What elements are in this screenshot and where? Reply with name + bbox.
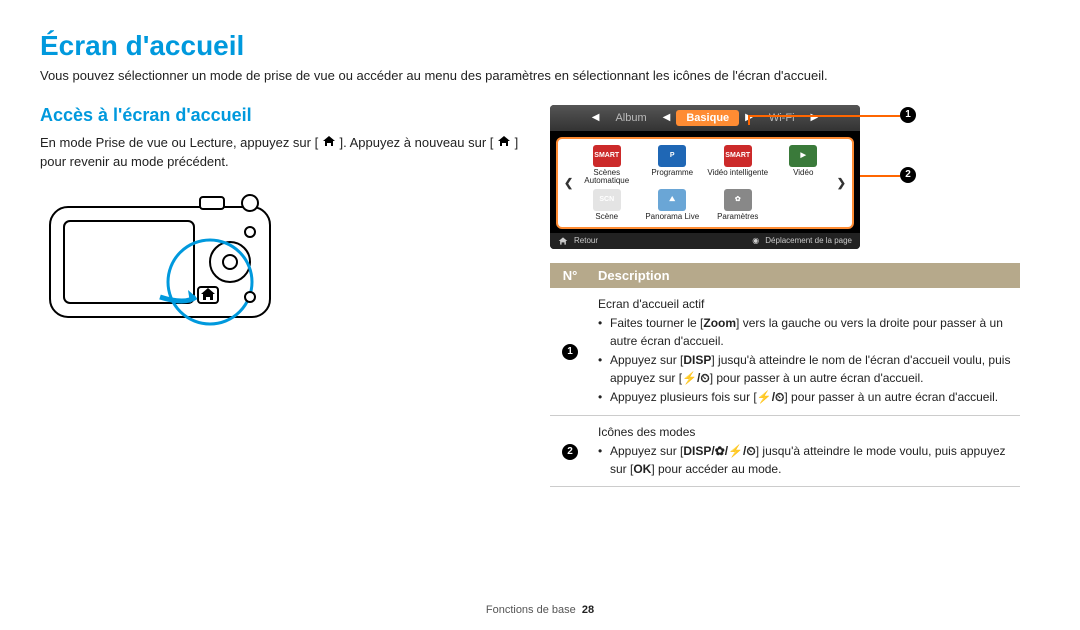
- body-mid: ]. Appuyez à nouveau sur [: [339, 135, 493, 150]
- row1-bullet-3: Appuyez plusieurs fois sur [⚡/⏲] pour pa…: [598, 389, 1012, 407]
- row1-title: Ecran d'accueil actif: [598, 296, 1012, 313]
- mode-item[interactable]: SCN Scène: [576, 189, 638, 221]
- home-icon: [558, 236, 568, 246]
- mode-icon: SMART: [724, 145, 752, 167]
- page-footer: Fonctions de base 28: [0, 604, 1080, 616]
- row2-title: Icônes des modes: [598, 424, 1012, 441]
- footer-page-number: 28: [582, 604, 594, 616]
- chevron-left-icon[interactable]: ❮: [564, 176, 573, 189]
- row1-bullet-1: Faites tourner le [Zoom] vers la gauche …: [598, 315, 1012, 350]
- flash-timer-icon: ⚡/⏲: [682, 370, 710, 387]
- table-header-n: N°: [550, 263, 590, 288]
- screenshot-wrap: 1 2 ◀ Album ◀ Basique ▶ Wi-Fi ▶ ❮ ❯: [550, 105, 1020, 249]
- home-screen: ◀ Album ◀ Basique ▶ Wi-Fi ▶ ❮ ❯ SMART Scè…: [550, 105, 860, 249]
- mode-icon: SCN: [593, 189, 621, 211]
- section-body: En mode Prise de vue ou Lecture, appuyez…: [40, 134, 520, 171]
- bottom-right-label: Déplacement de la page: [765, 237, 852, 245]
- screen-bottom-bar: Retour ◉ Déplacement de la page: [550, 233, 860, 249]
- mode-icon: ▶: [789, 145, 817, 167]
- section-title: Accès à l'écran d'accueil: [40, 105, 520, 126]
- body-prefix: En mode Prise de vue ou Lecture, appuyez…: [40, 135, 318, 150]
- mode-item[interactable]: P Programme: [642, 145, 704, 185]
- tab-bar: ◀ Album ◀ Basique ▶ Wi-Fi ▶: [550, 105, 860, 131]
- table-row: 1 Ecran d'accueil actif Faites tourner l…: [550, 288, 1020, 415]
- mode-label: Scène: [576, 213, 638, 221]
- mode-icon: ⛰: [658, 189, 686, 211]
- page-title: Écran d'accueil: [40, 30, 1040, 62]
- row2-bullet-1: Appuyez sur [DISP/✿/⚡/⏲] jusqu'à atteind…: [598, 443, 1012, 478]
- chevron-left-icon: ◀: [592, 112, 600, 123]
- row-num-2: 2: [562, 444, 578, 460]
- chevron-right-icon[interactable]: ❯: [837, 176, 846, 189]
- callout-2: 2: [900, 167, 916, 183]
- camera-illustration: [40, 187, 300, 337]
- mode-item[interactable]: ⛰ Panorama Live: [642, 189, 704, 221]
- page-intro: Vous pouvez sélectionner un mode de pris…: [40, 68, 1040, 85]
- mode-label: Panorama Live: [642, 213, 704, 221]
- footer-section: Fonctions de base: [486, 604, 576, 616]
- tab-wifi[interactable]: Wi-Fi: [759, 110, 805, 126]
- table-row: 2 Icônes des modes Appuyez sur [DISP/✿/⚡…: [550, 415, 1020, 486]
- callout-1: 1: [900, 107, 916, 123]
- tab-basique[interactable]: Basique: [676, 110, 739, 126]
- mode-label: Paramètres: [707, 213, 769, 221]
- disp-icon: DISP: [683, 352, 711, 369]
- description-table: N° Description 1 Ecran d'accueil actif F…: [550, 263, 1020, 487]
- dpad-icon: ◉: [752, 236, 759, 245]
- chevron-left-icon: ◀: [663, 112, 671, 123]
- mode-grid: ❮ ❯ SMARTScènes AutomatiquePProgrammeSMA…: [556, 137, 854, 229]
- home-icon: [497, 134, 511, 152]
- mode-label: Programme: [642, 169, 704, 177]
- row1-bullet-2: Appuyez sur [DISP] jusqu'à atteindre le …: [598, 352, 1012, 387]
- table-header-desc: Description: [590, 263, 1020, 288]
- mode-label: Scènes Automatique: [576, 169, 638, 185]
- flash-timer-icon: ⚡/⏲: [757, 389, 785, 406]
- bottom-left-label: Retour: [574, 236, 598, 245]
- mode-label: Vidéo: [773, 169, 835, 177]
- ok-icon: OK: [633, 461, 651, 478]
- mode-icon: SMART: [593, 145, 621, 167]
- mode-item[interactable]: ▶ Vidéo: [773, 145, 835, 185]
- mode-label: Vidéo intelligente: [707, 169, 769, 177]
- disp-macro-flash-timer-icon: DISP/✿/⚡/⏲: [683, 443, 755, 460]
- mode-item[interactable]: SMART Vidéo intelligente: [707, 145, 769, 185]
- mode-item[interactable]: SMART Scènes Automatique: [576, 145, 638, 185]
- home-icon: [322, 134, 336, 152]
- tab-album[interactable]: Album: [605, 110, 656, 126]
- row-num-1: 1: [562, 344, 578, 360]
- mode-icon: P: [658, 145, 686, 167]
- mode-icon: ✿: [724, 189, 752, 211]
- mode-item[interactable]: ✿ Paramètres: [707, 189, 769, 221]
